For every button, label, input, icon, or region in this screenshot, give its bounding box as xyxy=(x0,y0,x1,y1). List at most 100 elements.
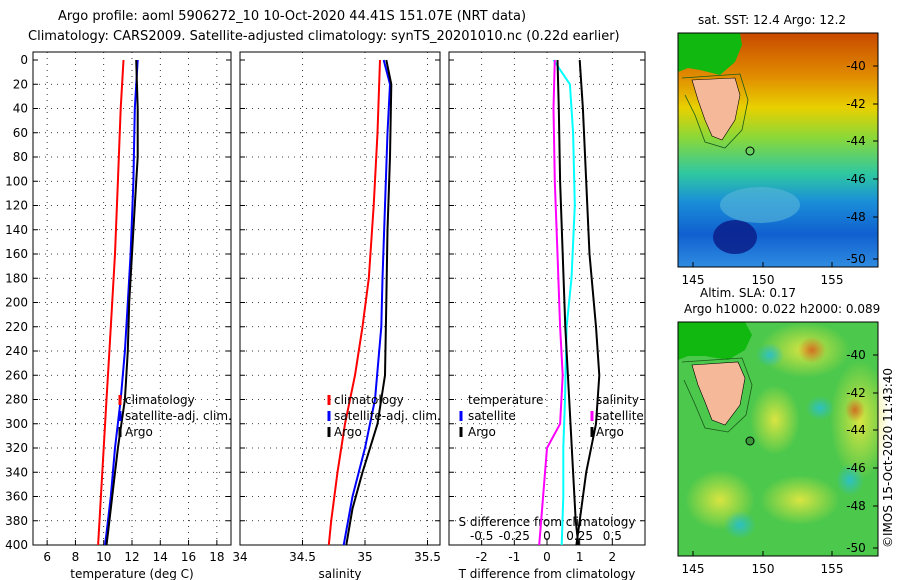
profile-plots: 0204060801001201401601802002202402602803… xyxy=(5,51,646,580)
legend-label: Argo xyxy=(468,425,496,439)
lat-tick-label: -44 xyxy=(846,134,866,148)
legend-label: satellite xyxy=(468,409,516,423)
sla-land-tasmania xyxy=(691,361,746,426)
sst-land-tasmania xyxy=(691,77,741,141)
y-tick-label: 140 xyxy=(5,223,28,237)
y-tick-label: 100 xyxy=(5,174,28,188)
y-tick-label: 400 xyxy=(5,538,28,552)
series-line-argo xyxy=(345,59,393,546)
y-tick-label: 380 xyxy=(5,514,28,528)
y-tick-label: 360 xyxy=(5,490,28,504)
lon-tick-label: 155 xyxy=(821,562,844,576)
title-line-1: Argo profile: aoml 5906272_10 10-Oct-202… xyxy=(58,9,526,24)
lon-tick-label: 155 xyxy=(821,273,844,287)
sla-map-axes: -40 -42 -44 -46 -48 -50 145 150 155 xyxy=(682,348,878,576)
difference-profile-panel: -2 -1 0 1 2 T difference from climatology S di… xyxy=(448,51,646,580)
legend-label: satellite xyxy=(596,409,644,423)
sst-map-title: sat. SST: 12.4 Argo: 12.2 xyxy=(698,13,846,27)
lat-tick-label: -44 xyxy=(846,423,866,437)
y-tick-label: 320 xyxy=(5,441,28,455)
series-line-satellite-adj-clim- xyxy=(104,59,139,546)
sla-yellow-4 xyxy=(760,475,840,525)
y-tick-label: 340 xyxy=(5,465,28,479)
x-tick-label: 12 xyxy=(124,550,139,564)
x-tick-label: 2 xyxy=(609,550,617,564)
title-line-2: Climatology: CARS2009. Satellite-adjuste… xyxy=(28,29,620,44)
legend-label: satellite-adj. clim. xyxy=(125,409,232,423)
sst-land-mainland xyxy=(678,33,742,75)
legend-label: temperature xyxy=(468,393,543,407)
y-tick-label: 20 xyxy=(13,77,28,91)
salinity-profile-panel: 34 34.5 35 35.5 salinity climatology satellite… xyxy=(232,51,441,580)
x-tick-label: 34 xyxy=(232,550,247,564)
y-tick-label: 80 xyxy=(13,150,28,164)
plot-frame xyxy=(239,51,441,546)
series-line-salinity-satellite xyxy=(538,59,564,546)
legend-label: climatology xyxy=(125,393,195,407)
series-line-climatology xyxy=(97,59,125,546)
sla-map-title-1: Altim. SLA: 0.17 xyxy=(700,286,796,300)
sst-argo-position xyxy=(745,146,755,156)
sla-yellow-5 xyxy=(750,385,800,455)
sst-shelf-contour xyxy=(681,73,749,149)
y-tick-label: 220 xyxy=(5,320,28,334)
sla-red-1 xyxy=(798,337,826,363)
x-tick-label: 14 xyxy=(153,550,168,564)
x-tick-label: 18 xyxy=(209,550,224,564)
series-line-argo xyxy=(105,59,139,546)
lon-tick-label: 150 xyxy=(752,273,775,287)
x-tick-label: 1 xyxy=(576,550,584,564)
x-tick-label: -1 xyxy=(508,550,520,564)
y-tick-label: 40 xyxy=(13,102,28,116)
x2-tick-label: 0.5 xyxy=(603,529,622,543)
x-tick-label: 35 xyxy=(357,550,372,564)
x-tick-label: 0 xyxy=(543,550,551,564)
x-tick-label: 8 xyxy=(72,550,80,564)
y-tick-label: 0 xyxy=(20,53,28,67)
lat-tick-label: -40 xyxy=(846,59,866,73)
lon-tick-label: 145 xyxy=(682,562,705,576)
series-line-satellite-adj-clim- xyxy=(342,59,391,546)
sla-blue-4 xyxy=(836,464,864,496)
y-tick-label: 120 xyxy=(5,199,28,213)
sla-shelf-contour xyxy=(681,357,753,433)
sst-map: sat. SST: 12.4 Argo: 12.2 -40-42-44-46-4… xyxy=(677,13,879,287)
legend-label: Argo xyxy=(596,425,624,439)
x-axis-label: T difference from climatology xyxy=(458,567,636,580)
y-tick-label: 300 xyxy=(5,417,28,431)
sla-blue-2 xyxy=(806,396,834,420)
x-tick-label: 16 xyxy=(181,550,196,564)
lat-tick-label: -50 xyxy=(846,541,866,555)
x2-axis-label: S difference from climatology xyxy=(459,515,636,529)
lat-tick-label: -50 xyxy=(846,252,866,266)
sst-cool-patch xyxy=(720,187,800,223)
series-line-temperature-satellite xyxy=(552,59,576,546)
legend-label: Argo xyxy=(125,425,153,439)
legend-label: climatology xyxy=(334,393,404,407)
lon-tick-label: 150 xyxy=(752,562,775,576)
x-tick-label: 6 xyxy=(43,550,51,564)
y-tick-label: 200 xyxy=(5,296,28,310)
y-tick-label: 180 xyxy=(5,271,28,285)
x2-tick-label: -0.5 xyxy=(470,529,493,543)
sla-map: Altim. SLA: 0.17 Argo h1000: 0.022 h2000… xyxy=(677,286,890,576)
sla-red-2 xyxy=(845,398,865,422)
y-tick-label: 160 xyxy=(5,247,28,261)
x2-tick-label: 0 xyxy=(543,529,551,543)
x-tick-label: 35.5 xyxy=(414,550,441,564)
temperature-profile-panel: 0 20 40 60 80 100 120 140 160 180 200 220 240 260 280 3… xyxy=(5,51,232,580)
x-axis-label: temperature (deg C) xyxy=(70,567,193,580)
sla-map-title-2: Argo h1000: 0.022 h2000: 0.089 xyxy=(684,302,880,316)
x2-tick-label: 0.25 xyxy=(566,529,593,543)
lat-tick-label: -42 xyxy=(846,386,866,400)
x-tick-label: -2 xyxy=(476,550,488,564)
imos-credit: ©IMOS 15-Oct-2020 11:43:40 xyxy=(881,368,895,548)
lat-tick-label: -48 xyxy=(846,499,866,513)
sla-land-mainland xyxy=(678,322,752,360)
sla-blue-1 xyxy=(756,343,784,367)
lat-tick-label: -48 xyxy=(846,210,866,224)
legend-label: salinity xyxy=(596,393,639,407)
sla-blue-3 xyxy=(724,511,756,539)
series-line-temperature-argo xyxy=(575,59,601,546)
